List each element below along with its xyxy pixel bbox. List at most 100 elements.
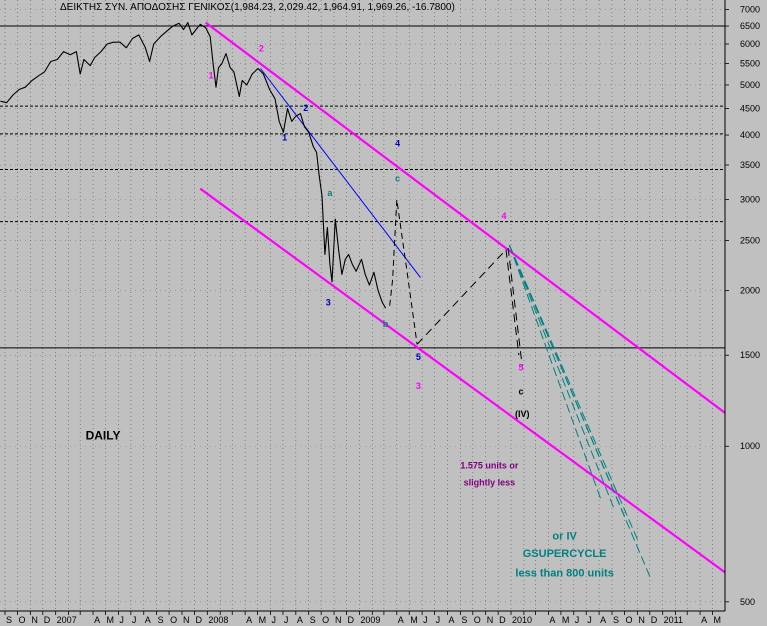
trend-line xyxy=(508,244,602,500)
x-tick-label: M xyxy=(259,615,267,625)
x-tick-label: N xyxy=(335,615,342,625)
wave-annotations: 1 2 1 2 a 3 b 4 c 5 3 4 5 c (IV) DAILY 1.575 units or sli… xyxy=(86,44,614,580)
y-tick-label: 5000 xyxy=(740,80,760,90)
y-tick-label: 4000 xyxy=(740,130,760,140)
wave-label: 4 xyxy=(501,211,506,221)
y-tick-label: 3000 xyxy=(740,195,760,205)
x-tick-label: J xyxy=(436,615,441,625)
x-tick-label: 2009 xyxy=(360,615,380,625)
grid xyxy=(0,0,725,611)
chart-title: ΔΕΙΚΤΗΣ ΣΥΝ. ΑΠΟΔΟΣΗΣ ΓΕΝΙΚΟΣ(1,984.23, … xyxy=(60,2,455,13)
x-tick-label: M xyxy=(107,615,115,625)
y-tick-label: 500 xyxy=(740,597,755,607)
y-tick-label: 7000 xyxy=(740,4,760,14)
x-tick-label: A xyxy=(246,615,252,625)
x-tick-label: J xyxy=(271,615,276,625)
x-tick-label: A xyxy=(701,615,707,625)
x-tick-label: A xyxy=(145,615,151,625)
wave-label: DAILY xyxy=(86,429,121,443)
x-tick-label: A xyxy=(398,615,404,625)
y-tick-label: 6500 xyxy=(740,21,760,31)
x-axis-ticks: S O N D 2007 A M J J A S O N D 2008 A M J J A S O N D 2009 A M J J A S… xyxy=(4,611,722,625)
wave-label: c xyxy=(518,386,523,396)
wave-label: 3 xyxy=(326,298,331,308)
trend-line xyxy=(508,244,615,508)
trend-line xyxy=(416,249,507,345)
y-tick-label: 1000 xyxy=(740,441,760,451)
x-tick-label: J xyxy=(575,615,580,625)
wave-label: 1 xyxy=(282,133,287,143)
x-tick-label: J xyxy=(284,615,289,625)
wave-label: 1 xyxy=(209,70,214,80)
wave-label: slightly less xyxy=(464,477,516,487)
wave-label: a xyxy=(327,188,333,198)
x-tick-label: J xyxy=(132,615,137,625)
y-tick-label: 5500 xyxy=(740,59,760,69)
x-tick-label: N xyxy=(31,615,38,625)
x-tick-label: N xyxy=(638,615,645,625)
wave-label: 4 xyxy=(395,139,400,149)
x-tick-label: O xyxy=(322,615,329,625)
trendlines xyxy=(199,21,726,581)
x-tick-label: O xyxy=(474,615,481,625)
trend-line xyxy=(205,21,726,414)
trend-line xyxy=(508,244,652,581)
wave-label: less than 800 units xyxy=(515,567,613,579)
x-tick-label: J xyxy=(587,615,592,625)
x-tick-label: J xyxy=(423,615,428,625)
price-series xyxy=(0,22,387,309)
x-tick-label: M xyxy=(562,615,570,625)
wave-label: 2 xyxy=(259,44,264,54)
x-tick-label: A xyxy=(600,615,606,625)
x-tick-label: D xyxy=(499,615,506,625)
x-tick-label: D xyxy=(348,615,355,625)
wave-label: or IV xyxy=(552,531,577,543)
x-tick-label: 2011 xyxy=(664,615,683,625)
y-axis-panel xyxy=(725,0,767,626)
x-tick-label: S xyxy=(461,615,467,625)
trend-line xyxy=(508,244,640,544)
x-tick-label: M xyxy=(410,615,418,625)
y-axis-ticks: 7000 6500 6000 5500 5000 4500 4000 3500 3000 2500… xyxy=(725,4,760,607)
wave-label: 5 xyxy=(518,363,523,373)
horizontal-lines xyxy=(0,25,725,349)
x-tick-label: O xyxy=(170,615,177,625)
x-tick-label: S xyxy=(158,615,164,625)
trend-line xyxy=(199,187,726,574)
trend-line xyxy=(260,68,421,278)
x-tick-label: M xyxy=(714,615,722,625)
trend-line xyxy=(505,249,520,356)
wave-label: (IV) xyxy=(515,409,530,419)
y-tick-label: 4500 xyxy=(740,104,760,114)
wave-label: 3 xyxy=(416,381,421,391)
x-tick-label: S xyxy=(613,615,619,625)
wave-label: 1.575 units or xyxy=(460,461,519,471)
price-line xyxy=(0,22,387,309)
y-tick-label: 6000 xyxy=(740,39,760,49)
x-tick-label: D xyxy=(195,615,202,625)
y-tick-label: 3500 xyxy=(740,160,760,170)
x-tick-label: A xyxy=(549,615,555,625)
x-tick-label: O xyxy=(18,615,25,625)
y-tick-label: 2500 xyxy=(740,236,760,246)
x-tick-label: N xyxy=(487,615,494,625)
x-tick-label: 2008 xyxy=(208,615,228,625)
x-tick-label: O xyxy=(625,615,632,625)
wave-label: 5 xyxy=(416,352,421,362)
x-tick-label: 2007 xyxy=(57,615,77,625)
plot-area xyxy=(0,0,725,611)
trend-line xyxy=(507,247,523,366)
x-tick-label: D xyxy=(44,615,51,625)
trend-line xyxy=(389,199,418,345)
wave-label: 2 xyxy=(303,103,308,113)
x-tick-label: N xyxy=(183,615,190,625)
x-tick-label: A xyxy=(448,615,454,625)
y-tick-label: 1500 xyxy=(740,350,760,360)
x-tick-label: 2010 xyxy=(512,615,532,625)
x-tick-label: A xyxy=(94,615,100,625)
wave-label: GSUPERCYCLE xyxy=(523,548,607,560)
wave-label: b xyxy=(383,319,389,329)
x-tick-label: A xyxy=(297,615,303,625)
